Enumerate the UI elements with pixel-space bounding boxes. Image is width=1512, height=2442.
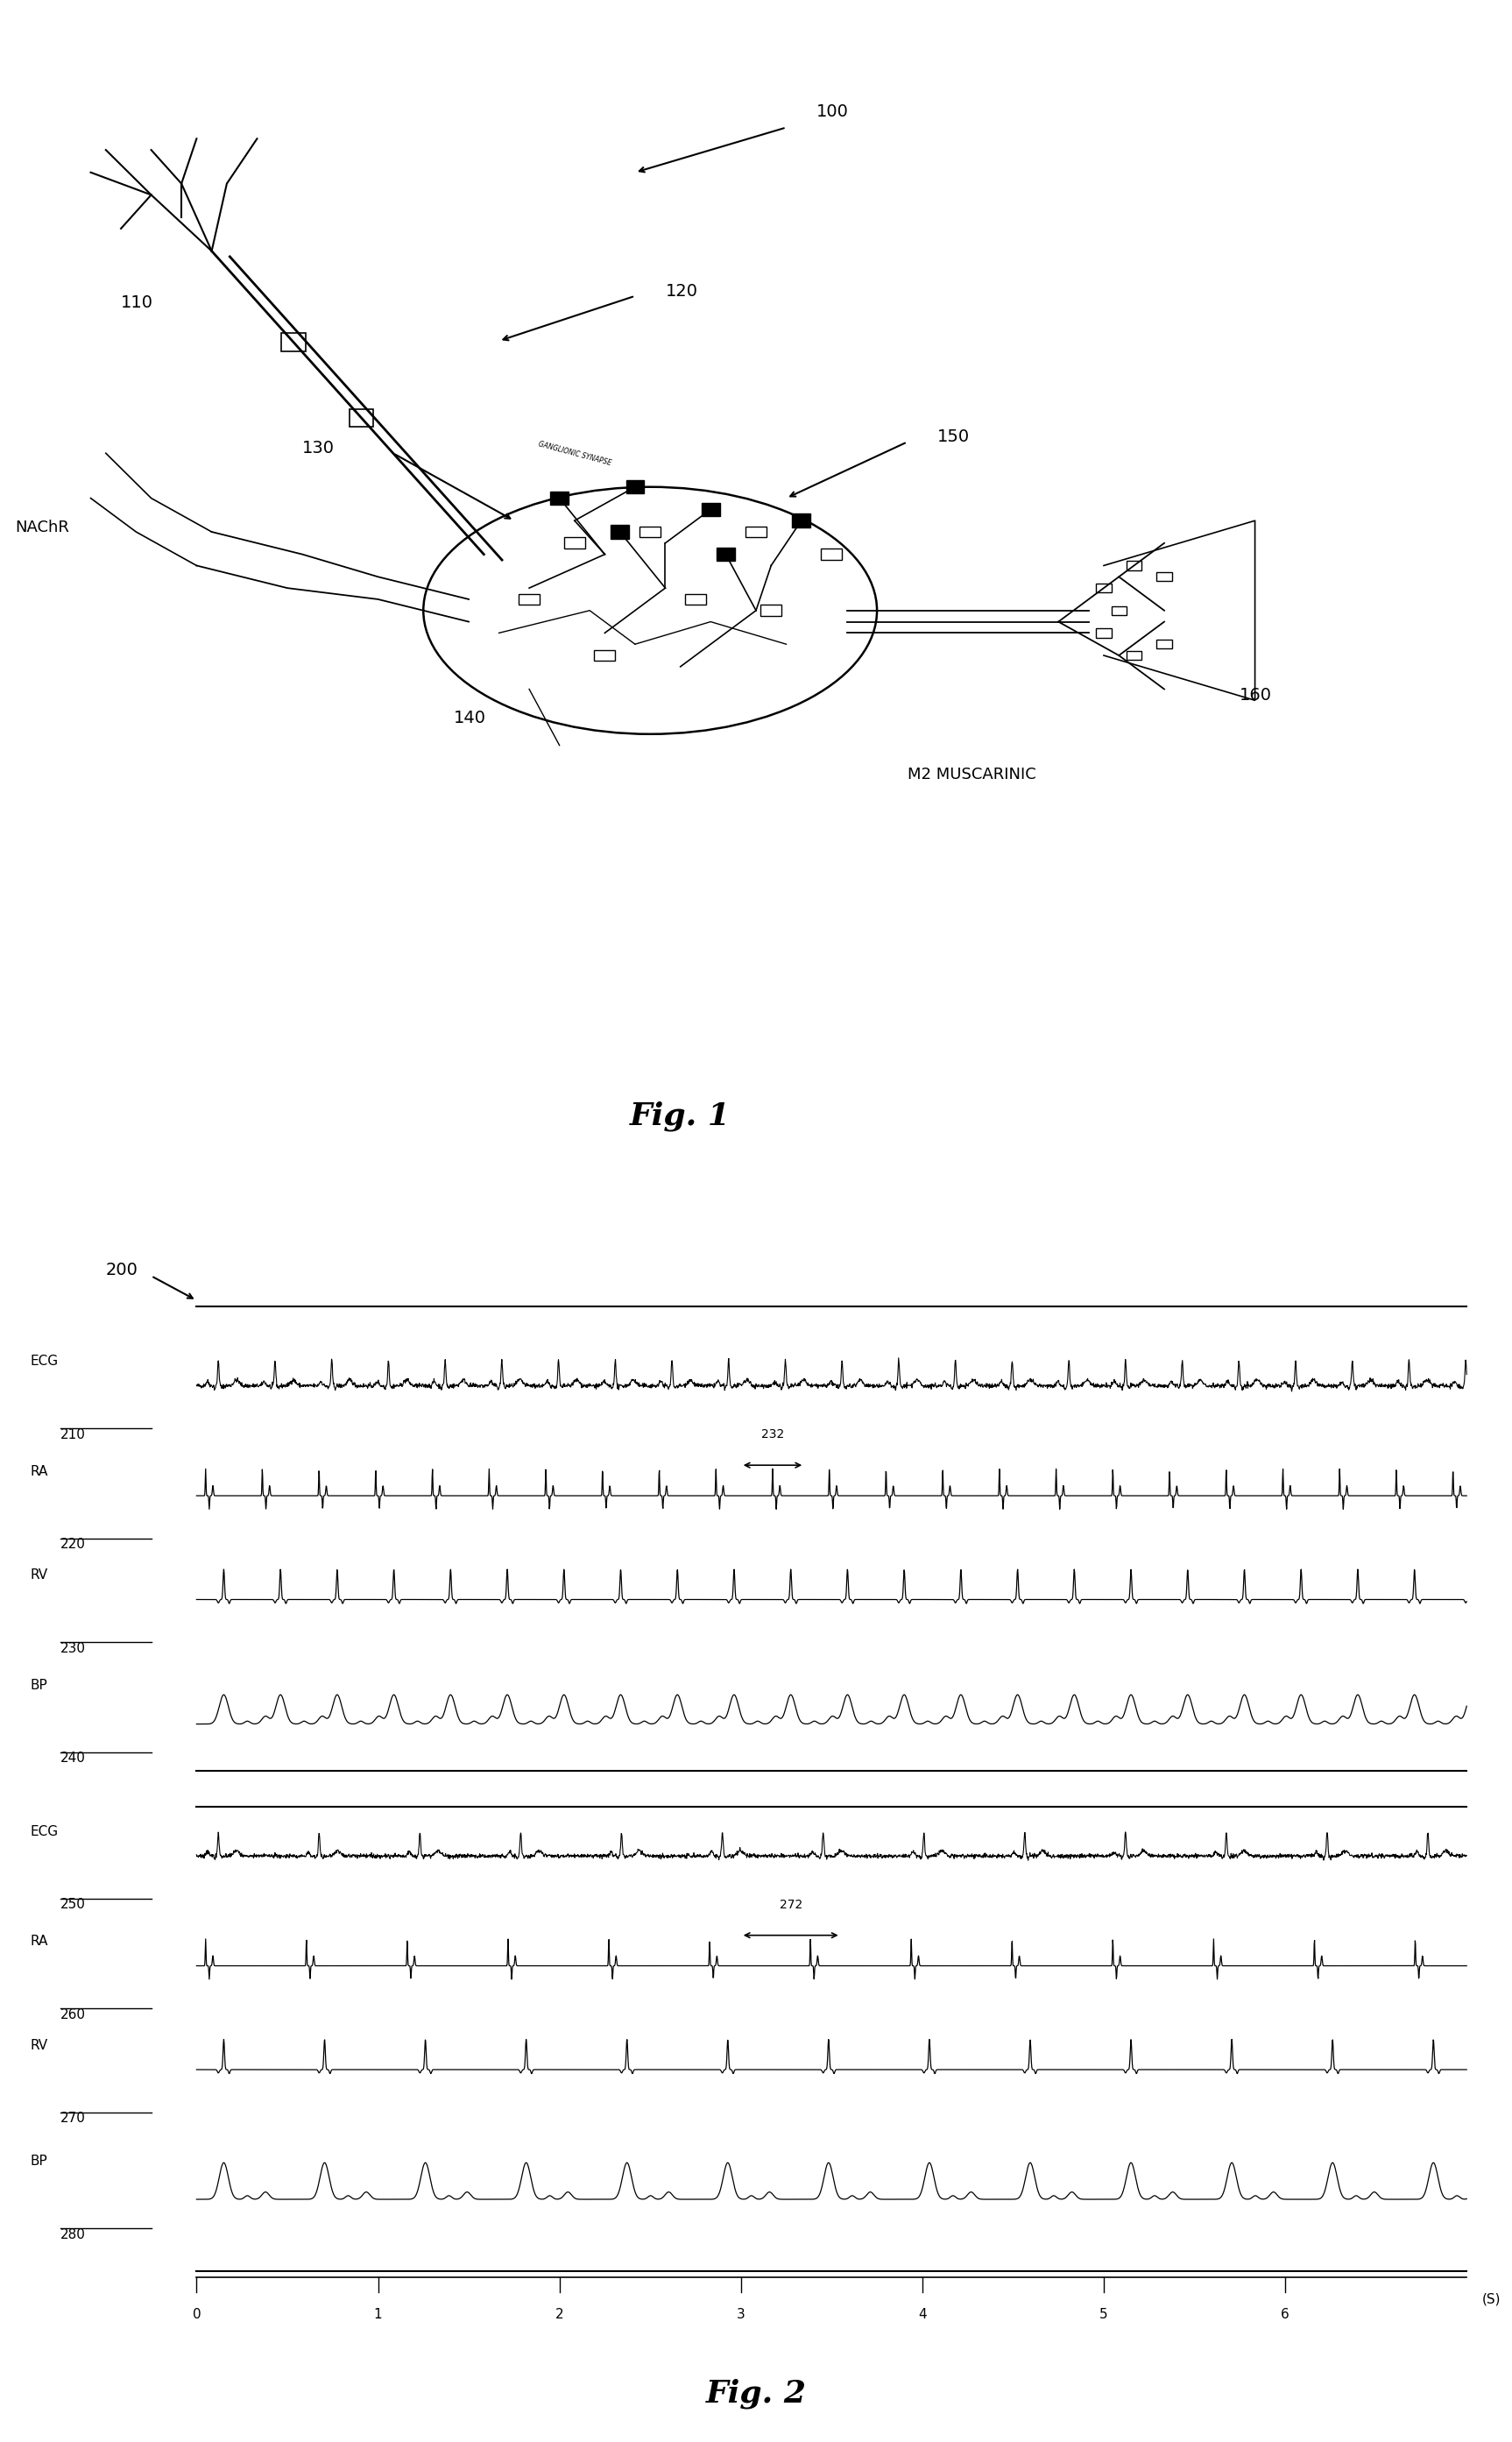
Text: Fig. 2: Fig. 2 xyxy=(706,2379,806,2408)
Bar xyxy=(564,537,585,549)
Text: 280: 280 xyxy=(60,2227,86,2242)
Text: 2: 2 xyxy=(555,2308,564,2320)
Bar xyxy=(685,593,706,606)
Bar xyxy=(1126,562,1142,569)
Text: 0: 0 xyxy=(192,2308,201,2320)
Bar xyxy=(1111,606,1126,615)
Bar xyxy=(792,513,810,527)
Bar xyxy=(702,503,720,515)
Bar xyxy=(745,527,767,537)
Bar xyxy=(349,408,373,427)
Text: 230: 230 xyxy=(60,1641,86,1656)
Bar xyxy=(611,525,629,540)
Text: 240: 240 xyxy=(60,1751,86,1766)
Text: (S): (S) xyxy=(1482,2293,1500,2305)
Text: 150: 150 xyxy=(937,430,971,444)
Text: 160: 160 xyxy=(1240,686,1272,703)
Bar xyxy=(717,547,735,562)
Bar xyxy=(640,527,661,537)
Text: 210: 210 xyxy=(60,1429,86,1441)
Text: ECG: ECG xyxy=(30,1355,59,1368)
Text: 110: 110 xyxy=(121,293,153,310)
Text: 272: 272 xyxy=(779,1897,803,1910)
Bar xyxy=(761,606,782,615)
Bar xyxy=(1096,584,1111,593)
Text: 220: 220 xyxy=(60,1538,86,1551)
Text: RV: RV xyxy=(30,1568,48,1582)
Text: 3: 3 xyxy=(736,2308,745,2320)
Text: 4: 4 xyxy=(918,2308,927,2320)
Ellipse shape xyxy=(423,486,877,735)
Text: GANGLIONIC SYNAPSE: GANGLIONIC SYNAPSE xyxy=(537,440,612,466)
Text: RA: RA xyxy=(30,1934,48,1949)
Text: BP: BP xyxy=(30,2154,47,2168)
Text: 250: 250 xyxy=(60,1897,86,1912)
Text: 140: 140 xyxy=(454,711,485,725)
Bar xyxy=(1157,571,1172,581)
Text: 200: 200 xyxy=(106,1263,138,1277)
Text: 130: 130 xyxy=(302,440,334,457)
Text: 232: 232 xyxy=(761,1429,785,1441)
Text: 1: 1 xyxy=(373,2308,383,2320)
Text: 120: 120 xyxy=(665,283,697,300)
Bar xyxy=(1157,640,1172,650)
Text: Fig. 1: Fig. 1 xyxy=(631,1101,730,1131)
Text: NAChR: NAChR xyxy=(15,520,70,535)
Bar xyxy=(821,549,842,559)
Bar xyxy=(626,481,644,493)
Text: ECG: ECG xyxy=(30,1824,59,1839)
Bar xyxy=(281,332,305,352)
Text: 5: 5 xyxy=(1099,2308,1108,2320)
Text: RV: RV xyxy=(30,2039,48,2051)
Text: 260: 260 xyxy=(60,2007,86,2022)
Text: M2 MUSCARINIC: M2 MUSCARINIC xyxy=(907,767,1036,781)
Text: 270: 270 xyxy=(60,2112,86,2125)
Bar xyxy=(594,650,615,662)
Text: BP: BP xyxy=(30,1678,47,1692)
Text: 6: 6 xyxy=(1281,2308,1290,2320)
Bar xyxy=(1096,628,1111,637)
Bar xyxy=(519,593,540,606)
Text: 100: 100 xyxy=(816,103,848,120)
Bar xyxy=(1126,652,1142,659)
Text: RA: RA xyxy=(30,1465,48,1477)
Bar xyxy=(550,491,569,505)
